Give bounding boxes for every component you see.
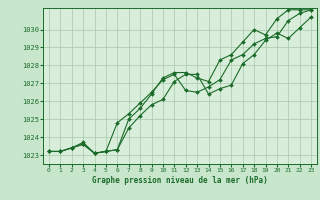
X-axis label: Graphe pression niveau de la mer (hPa): Graphe pression niveau de la mer (hPa) xyxy=(92,176,268,185)
